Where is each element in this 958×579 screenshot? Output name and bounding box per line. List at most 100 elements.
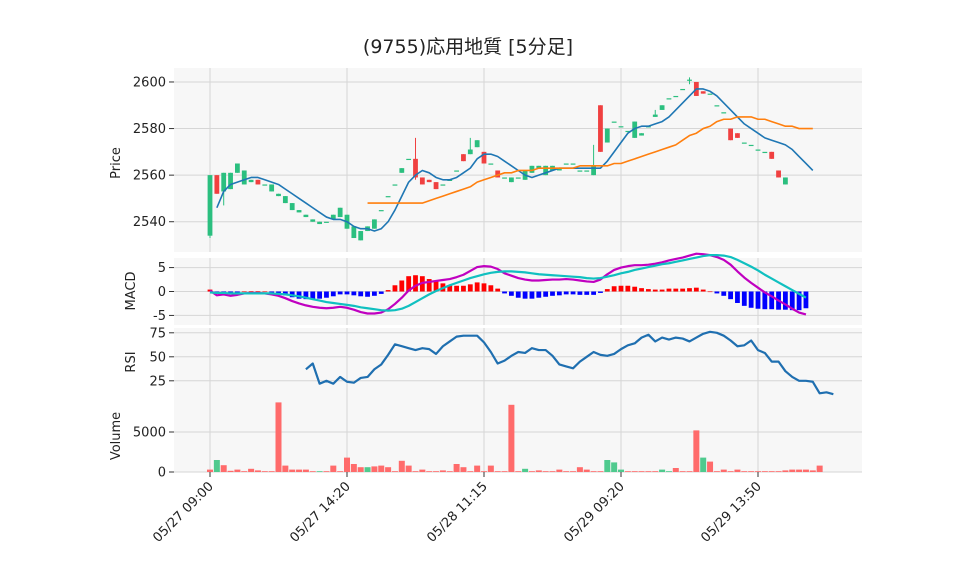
macd-hist-bar-45: [515, 291, 521, 298]
candle-body-32: [426, 179, 432, 183]
x-tick-label-3: 05/29 09:20: [561, 479, 628, 546]
candle-body-78: [741, 142, 747, 144]
macd-hist-bar-55: [584, 291, 590, 295]
volume-bar-85: [789, 469, 796, 472]
macd-hist-bar-39: [474, 282, 480, 292]
macd-hist-bar-80: [755, 291, 761, 309]
macd-hist-bar-46: [522, 291, 528, 299]
candle-body-53: [570, 163, 576, 165]
macd-hist-bar-18: [330, 291, 336, 297]
candle-body-33: [433, 182, 439, 190]
rsi-ytick-label-0: 25: [149, 374, 166, 389]
volume-bar-77: [734, 469, 741, 472]
price-ylabel: Price: [109, 147, 124, 179]
volume-bar-19: [337, 471, 344, 472]
candle-body-7: [255, 179, 261, 185]
candle-body-12: [289, 203, 295, 211]
macd-hist-bar-59: [611, 286, 617, 292]
volume-bar-4: [234, 469, 241, 472]
candle-body-63: [639, 133, 644, 136]
volume-bar-60: [618, 469, 624, 472]
macd-ytick-label-0: -5: [153, 309, 166, 324]
volume-bar-33: [433, 471, 440, 472]
macd-hist-bar-86: [796, 291, 802, 311]
candle-body-9: [269, 184, 275, 192]
macd-hist-bar-15: [310, 291, 316, 300]
macd-hist-bar-72: [700, 289, 706, 292]
candle-body-1: [214, 175, 220, 194]
macd-hist-bar-66: [659, 289, 665, 292]
volume-ytick-label-1: 5000: [133, 426, 166, 441]
volume-bar-35: [446, 471, 453, 472]
macd-hist-bar-52: [563, 291, 569, 295]
volume-bar-15: [309, 471, 316, 472]
volume-bar-38: [467, 471, 474, 472]
volume-bar-55: [583, 469, 590, 472]
macd-hist-bar-28: [399, 280, 405, 292]
macd-hist-bar-76: [728, 291, 733, 300]
candle-body-74: [714, 105, 720, 107]
candle-body-58: [604, 128, 610, 143]
volume-bar-47: [528, 471, 535, 472]
volume-bar-56: [590, 471, 597, 472]
macd-hist-bar-29: [406, 276, 412, 292]
candle-body-5: [241, 170, 247, 185]
macd-hist-bar-27: [392, 285, 398, 292]
macd-hist-bar-13: [296, 291, 302, 299]
candle-body-39: [474, 140, 480, 148]
candle-body-11: [282, 196, 288, 204]
volume-bar-7: [254, 470, 261, 472]
volume-bar-58: [604, 460, 611, 472]
volume-bar-54: [576, 467, 583, 472]
candle-body-51: [556, 168, 562, 171]
rsi-ytick-label-2: 75: [149, 326, 166, 341]
macd-hist-bar-22: [358, 291, 364, 297]
volume-bar-40: [481, 471, 487, 472]
macd-hist-bar-47: [529, 291, 535, 299]
chart-title: (9755)応用地質 [5分足]: [363, 36, 573, 58]
macd-hist-bar-84: [783, 291, 788, 310]
rsi-ytick-label-1: 50: [149, 350, 166, 365]
candle-body-82: [769, 151, 775, 159]
volume-bar-0: [207, 469, 213, 472]
volume-bar-78: [741, 471, 748, 472]
volume-bar-27: [391, 471, 398, 472]
volume-bar-16: [316, 471, 323, 472]
volume-bar-1: [213, 460, 220, 472]
x-tick-label-1: 05/27 14:20: [287, 479, 354, 546]
candle-body-79: [748, 144, 754, 147]
candle-body-3: [228, 172, 233, 190]
macd-hist-bar-82: [769, 291, 775, 310]
volume-bar-76: [727, 471, 734, 472]
rsi-line: [305, 330, 834, 396]
volume-bar-59: [611, 462, 618, 472]
volume-bar-67: [665, 471, 672, 472]
macd-hist-bar-60: [618, 285, 624, 292]
volume-bar-3: [227, 470, 234, 472]
volume-bar-37: [460, 467, 467, 472]
volume-bar-52: [563, 471, 570, 472]
volume-bar-17: [323, 471, 330, 472]
macd-hist-bar-87: [803, 291, 809, 309]
candle-body-57: [598, 105, 603, 152]
candle-body-6: [248, 179, 254, 183]
price-background: [174, 68, 862, 252]
macd-hist-bar-81: [762, 291, 768, 310]
macd-hist-bar-9: [269, 291, 275, 293]
candle-body-66: [659, 105, 665, 110]
volume-bar-89: [816, 465, 823, 472]
candle-body-41: [488, 163, 494, 165]
macd-hist-bar-79: [748, 291, 754, 308]
volume-bar-74: [713, 471, 720, 472]
volume-bar-64: [645, 471, 652, 472]
macd-hist-bar-64: [646, 289, 651, 292]
candle-body-48: [536, 165, 542, 169]
macd-hist-bar-48: [536, 291, 542, 298]
volume-bar-71: [693, 430, 700, 472]
volume-bar-63: [638, 471, 645, 472]
macd-hist-bar-75: [721, 291, 727, 296]
candle-body-25: [378, 210, 384, 212]
candle-body-18: [330, 214, 336, 220]
candle-body-55: [584, 170, 590, 172]
volume-bar-31: [419, 469, 426, 472]
